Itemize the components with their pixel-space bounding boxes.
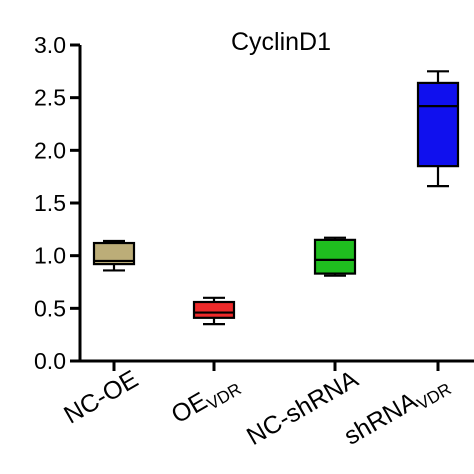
category-label-main: NC-OE — [59, 365, 143, 430]
category-label-subscript: VDR — [414, 379, 455, 413]
box-1 — [92, 239, 136, 272]
boxes — [92, 70, 460, 326]
box-2 — [192, 296, 236, 326]
category-label: NC-OE — [59, 365, 143, 430]
chart-title: CyclinD1 — [231, 28, 331, 56]
category-label-main: OE — [167, 387, 212, 429]
iqr-box — [416, 81, 460, 168]
y-tick-label: 1.5 — [34, 190, 66, 216]
y-tick-label: 2.5 — [34, 85, 66, 111]
box-3 — [313, 236, 357, 277]
y-tick-label: 1.0 — [34, 243, 66, 269]
iqr-box — [192, 300, 236, 319]
axes: 0.0 0.5 1.0 1.5 2.0 2.5 3.0 — [34, 32, 474, 374]
category-label-subscript: VDR — [204, 379, 245, 413]
box-4 — [416, 70, 460, 188]
iqr-box — [92, 241, 136, 266]
y-tick-label: 0.0 — [34, 348, 66, 374]
category-label-main: shRNA — [339, 387, 422, 451]
iqr-box — [313, 238, 357, 275]
y-tick-label: 0.5 — [34, 295, 66, 321]
category-label: OEVDR — [167, 369, 245, 432]
y-tick-label: 2.0 — [34, 137, 66, 163]
y-tick-label: 3.0 — [34, 32, 66, 58]
